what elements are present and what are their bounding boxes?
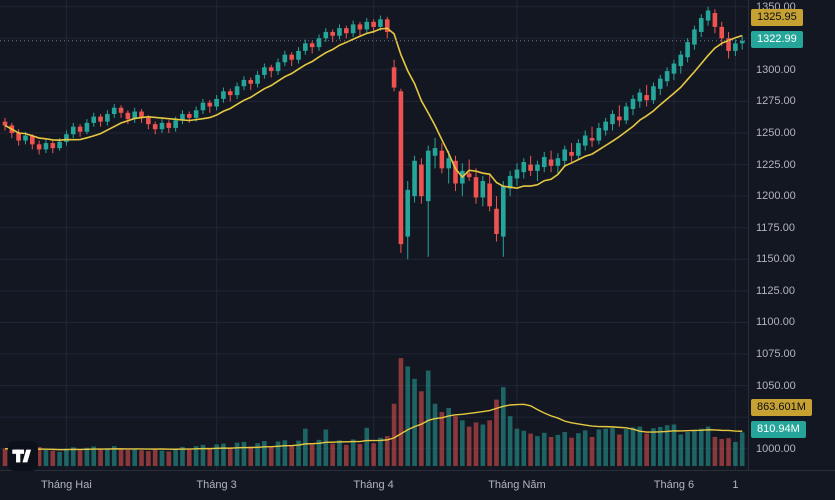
time-tick-label: Tháng 6 <box>653 479 695 491</box>
volume-ma-line <box>4 403 743 451</box>
last-price-badge: 1322.99 <box>751 31 803 48</box>
price-tick-label: 1200.00 <box>756 190 796 203</box>
price-tick-label: 1175.00 <box>756 221 795 234</box>
time-tick-label: Tháng 4 <box>353 479 394 491</box>
tradingview-logo-icon <box>8 441 38 471</box>
time-tick-label: Tháng Hai <box>41 479 92 491</box>
price-tick-label: 1000.00 <box>756 442 796 455</box>
price-chart-canvas[interactable] <box>0 0 748 470</box>
price-tick-label: 1050.00 <box>756 379 796 392</box>
price-tick-label: 1150.00 <box>756 253 795 266</box>
price-tick-label: 1075.00 <box>756 348 796 361</box>
price-tick-label: 1225.00 <box>756 158 796 171</box>
last-volume-badge: 810.94M <box>751 421 806 438</box>
ma-value-badge: 1325.95 <box>751 9 803 26</box>
price-axis[interactable]: 1350.00 1300.00 1275.00 1250.00 1225.00 1200.… <box>748 0 835 470</box>
price-tick-label: 1100.00 <box>756 316 795 329</box>
time-axis[interactable]: Tháng Hai Tháng 3 Tháng 4 Tháng Năm Tháng 6 1 <box>0 470 835 500</box>
ma-line <box>4 27 743 190</box>
time-tick-label: 1 <box>732 479 739 491</box>
price-tick-label: 1300.00 <box>756 63 796 76</box>
volume-layer <box>2 358 745 466</box>
volume-ma-badge: 863.601M <box>751 399 812 416</box>
tradingview-logo[interactable] <box>8 441 38 471</box>
price-tick-label: 1275.00 <box>756 95 796 108</box>
time-tick-label: Tháng 3 <box>196 479 237 491</box>
time-tick-label: Tháng Năm <box>488 479 546 491</box>
price-tick-label: 1250.00 <box>756 126 796 139</box>
price-tick-label: 1125.00 <box>756 284 795 297</box>
grid-layer <box>0 0 748 470</box>
